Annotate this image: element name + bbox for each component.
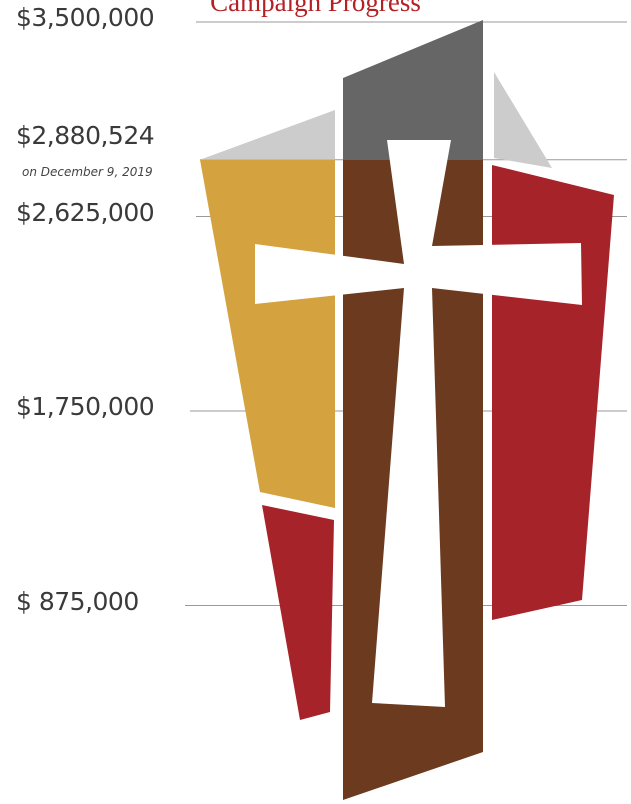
left-upper-unfilled [200, 110, 335, 160]
y-tick-label: $2,625,000 [16, 197, 155, 227]
cross-icon [255, 140, 582, 707]
chart-title: Campaign Progress [210, 0, 421, 17]
y-tick-label: $ 875,000 [16, 586, 139, 616]
current-date: on December 9, 2019 [22, 165, 153, 179]
current-amount: $2,880,524 [16, 121, 155, 150]
right-panel-filled [492, 165, 614, 620]
y-tick-label: $1,750,000 [16, 392, 155, 421]
left-lower-filled [262, 505, 334, 720]
y-tick-label: $3,500,000 [16, 3, 155, 32]
left-panel-filled [200, 159, 335, 508]
center-upper-unfilled [343, 20, 483, 160]
right-upper-unfilled [494, 72, 552, 168]
